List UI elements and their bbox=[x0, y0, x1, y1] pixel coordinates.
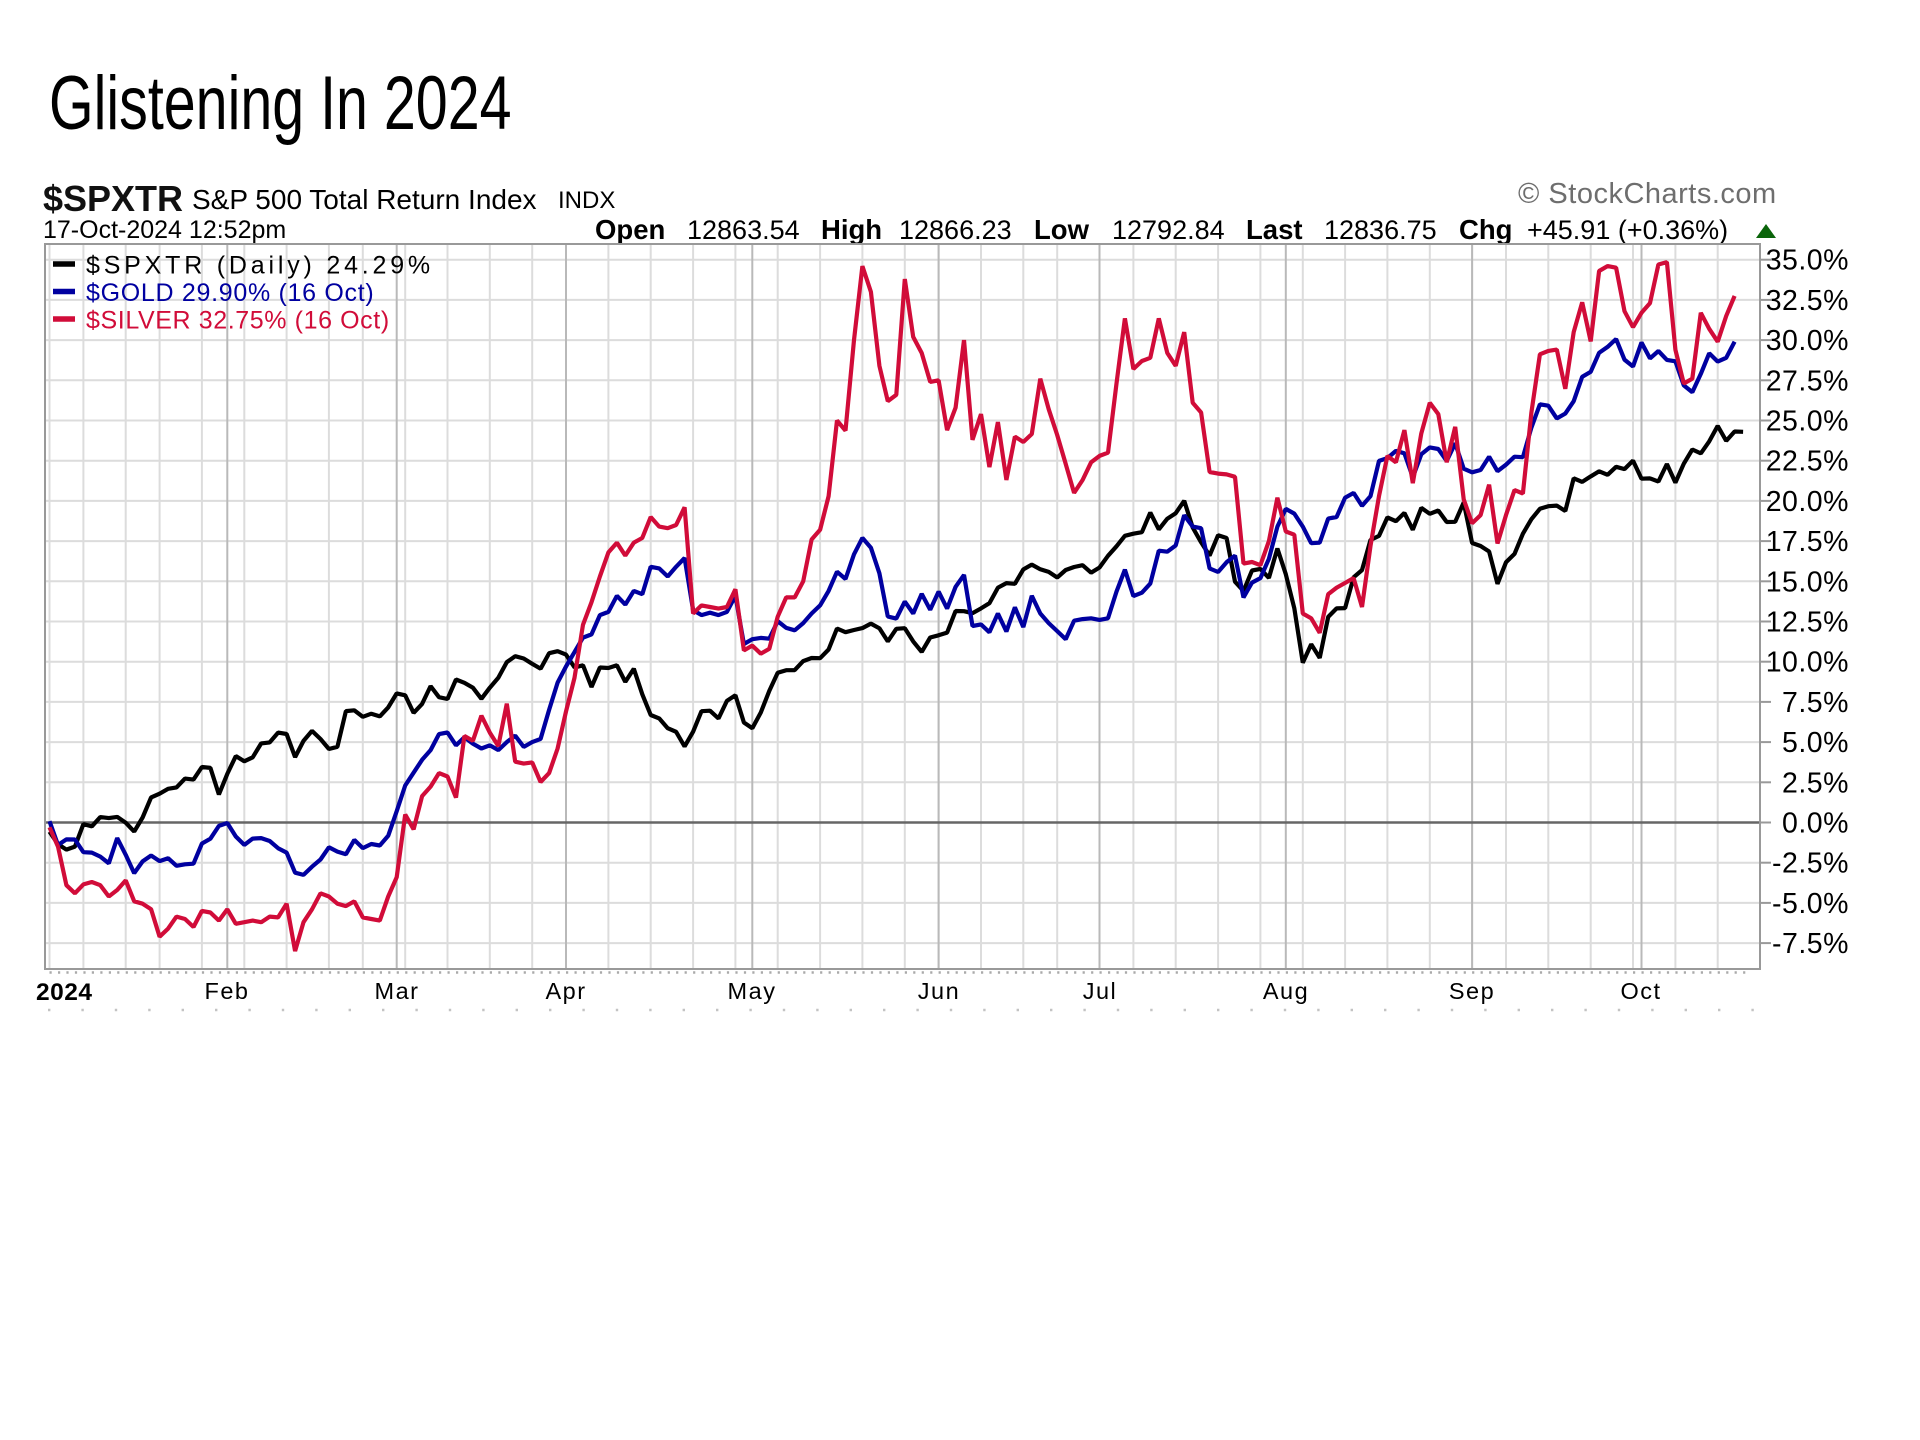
svg-text:$SILVER 32.75% (16 Oct): $SILVER 32.75% (16 Oct) bbox=[86, 307, 390, 335]
svg-text:$GOLD 29.90% (16 Oct): $GOLD 29.90% (16 Oct) bbox=[86, 279, 374, 307]
svg-text:22.5%: 22.5% bbox=[1766, 446, 1849, 478]
svg-text:-7.5%: -7.5% bbox=[1772, 928, 1849, 960]
svg-text:Mar: Mar bbox=[375, 978, 420, 1004]
svg-text:27.5%: 27.5% bbox=[1766, 365, 1849, 397]
svg-text:0.0%: 0.0% bbox=[1782, 808, 1849, 840]
svg-text:$SPXTR (Daily) 24.29%: $SPXTR (Daily) 24.29% bbox=[86, 252, 434, 280]
svg-text:12.5%: 12.5% bbox=[1766, 607, 1849, 639]
svg-text:2024: 2024 bbox=[36, 979, 93, 1006]
svg-text:May: May bbox=[728, 978, 777, 1004]
svg-text:20.0%: 20.0% bbox=[1766, 486, 1849, 518]
svg-text:7.5%: 7.5% bbox=[1782, 687, 1849, 719]
svg-text:Sep: Sep bbox=[1449, 978, 1495, 1004]
svg-text:30.0%: 30.0% bbox=[1766, 325, 1849, 357]
svg-text:17.5%: 17.5% bbox=[1766, 526, 1849, 558]
svg-text:Aug: Aug bbox=[1263, 978, 1309, 1004]
svg-text:2.5%: 2.5% bbox=[1782, 767, 1849, 799]
svg-text:-5.0%: -5.0% bbox=[1772, 888, 1849, 920]
svg-text:5.0%: 5.0% bbox=[1782, 727, 1849, 759]
svg-text:Jul: Jul bbox=[1083, 978, 1118, 1004]
svg-text:Jun: Jun bbox=[918, 978, 960, 1004]
svg-text:32.5%: 32.5% bbox=[1766, 285, 1849, 317]
svg-text:15.0%: 15.0% bbox=[1766, 566, 1849, 598]
svg-text:35.0%: 35.0% bbox=[1766, 245, 1849, 277]
svg-text:Feb: Feb bbox=[205, 978, 250, 1004]
svg-text:10.0%: 10.0% bbox=[1766, 647, 1849, 679]
svg-text:25.0%: 25.0% bbox=[1766, 406, 1849, 438]
svg-text:Oct: Oct bbox=[1620, 978, 1661, 1004]
svg-text:Apr: Apr bbox=[545, 978, 586, 1004]
svg-text:-2.5%: -2.5% bbox=[1772, 848, 1849, 880]
